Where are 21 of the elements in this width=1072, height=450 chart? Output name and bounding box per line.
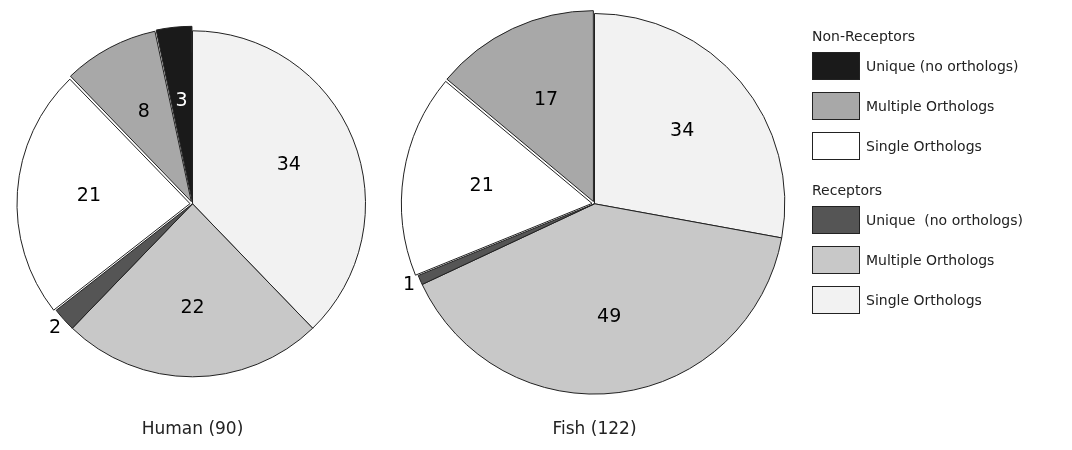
text: Receptors [812,182,883,198]
legend-label: Unique (no orthologs) [866,212,1023,228]
legend-label: Single Orthologs [866,292,982,308]
legend-label: Multiple Orthologs [866,98,995,114]
data-label: 1 [403,271,416,294]
text: Non-Receptors [812,28,916,44]
data-label: 21 [76,183,102,206]
data-label: 34 [276,151,301,174]
data-label: 34 [670,117,695,140]
legend-label: Unique (no orthologs) [866,58,1019,74]
data-label: 21 [469,173,494,196]
data-label: 8 [137,99,150,122]
legend-label: Single Orthologs [866,138,982,154]
data-label: 49 [597,303,622,326]
data-label: 22 [180,294,205,317]
data-label: 3 [175,87,188,110]
data-label: 17 [534,87,559,110]
slice-label: Fish (122) [552,418,637,439]
slice-label: Human (90) [141,418,244,439]
data-label: 2 [48,314,62,337]
legend-label: Multiple Orthologs [866,252,995,268]
